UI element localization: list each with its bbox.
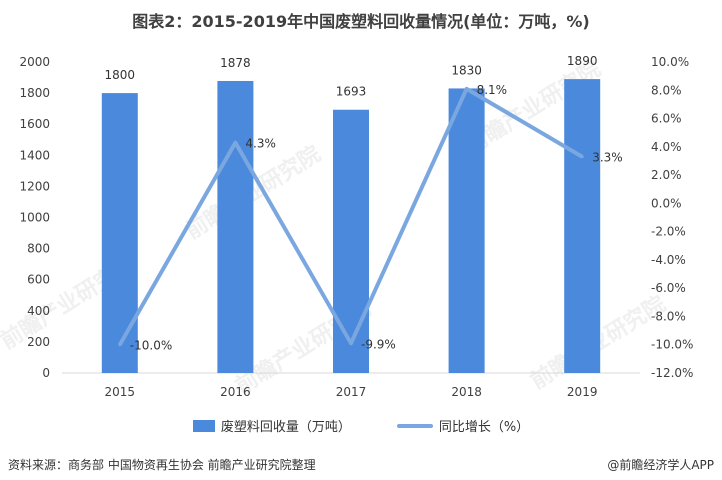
growth-value-label: -9.9% — [361, 337, 396, 351]
y-left-tick-label: 1800 — [19, 86, 50, 100]
y-right-tick-label: 2.0% — [651, 168, 682, 182]
growth-point — [465, 87, 469, 91]
x-tick-label: 2015 — [105, 385, 136, 399]
growth-point — [349, 341, 353, 345]
legend-line-swatch — [396, 423, 433, 428]
x-tick-label: 2019 — [567, 385, 598, 399]
bar-value-label: 1830 — [451, 63, 482, 77]
y-right-tick-label: -2.0% — [651, 225, 686, 239]
y-left-tick-label: 0 — [42, 366, 50, 380]
y-right-tick-label: 8.0% — [651, 83, 682, 97]
bar — [448, 88, 485, 373]
y-left-tick-label: 1200 — [19, 179, 50, 193]
growth-point — [118, 343, 122, 347]
y-right-tick-label: -12.0% — [651, 366, 693, 380]
bar-value-label: 1800 — [105, 68, 136, 82]
growth-point — [580, 155, 584, 159]
y-right-tick-label: -6.0% — [651, 281, 686, 295]
x-tick-label: 2018 — [451, 385, 482, 399]
y-left-tick-label: 2000 — [19, 55, 50, 69]
growth-value-label: 8.1% — [477, 83, 508, 97]
y-left-tick-label: 1600 — [19, 117, 50, 131]
y-right-tick-label: 0.0% — [651, 196, 682, 210]
legend-bar-label: 废塑料回收量（万吨） — [220, 420, 351, 435]
growth-value-label: -10.0% — [130, 339, 172, 353]
growth-point — [233, 141, 237, 145]
y-left-tick-label: 400 — [27, 304, 50, 318]
y-left-tick-label: 200 — [27, 335, 50, 349]
x-tick-label: 2016 — [220, 385, 251, 399]
chart-plot-area: 0 200 400 600 800 1000 1200 1400 1600 1800 2000 -12… — [19, 54, 693, 399]
growth-value-label: 4.3% — [245, 137, 276, 151]
y-left-tick-label: 1000 — [19, 211, 50, 225]
legend-item-bar: 废塑料回收量（万吨） — [192, 416, 351, 435]
bar-value-label: 1693 — [336, 85, 367, 99]
bar-value-label: 1878 — [220, 56, 251, 70]
source-note: 资料来源：商务部 中国物资再生协会 前瞻产业研究院整理 — [8, 458, 316, 472]
legend-bar-swatch — [192, 419, 215, 432]
bar — [217, 80, 254, 373]
y-right-tick-label: 4.0% — [651, 140, 682, 154]
legend-item-line: 同比增长（%） — [396, 416, 530, 435]
bar — [564, 79, 601, 373]
y-left-tick-label: 800 — [27, 242, 50, 256]
y-right-tick-label: -10.0% — [651, 338, 693, 352]
y-right-tick-label: 10.0% — [651, 55, 689, 69]
growth-value-label: 3.3% — [592, 151, 623, 165]
bar — [333, 109, 369, 374]
y-left-tick-label: 600 — [27, 273, 50, 287]
y-right-tick-label: 6.0% — [651, 112, 682, 126]
chart-title: 图表2：2015-2019年中国废塑料回收量情况(单位：万吨，%) — [132, 12, 590, 31]
x-tick-label: 2017 — [336, 385, 367, 399]
bar — [101, 93, 138, 373]
y-left-tick-label: 1400 — [19, 148, 50, 162]
legend-line-label: 同比增长（%） — [438, 420, 530, 435]
bar-value-label: 1890 — [567, 54, 598, 68]
y-right-tick-label: -4.0% — [651, 253, 686, 267]
chart-legend: 废塑料回收量（万吨） 同比增长（%） — [0, 416, 722, 435]
y-right-tick-label: -8.0% — [651, 309, 686, 323]
brand-credit: @前瞻经济学人APP — [607, 458, 714, 472]
